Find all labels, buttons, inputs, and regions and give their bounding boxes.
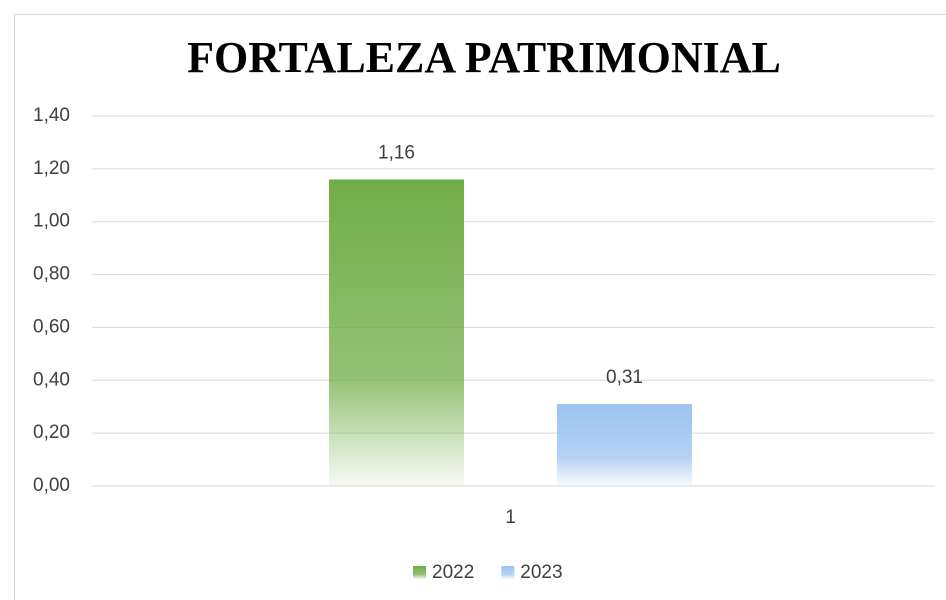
y-tick-label: 0,60 (33, 316, 70, 337)
y-tick-label: 0,20 (33, 422, 70, 443)
chart-title: FORTALEZA PATRIMONIAL (187, 33, 781, 82)
legend-swatch (413, 566, 426, 579)
y-tick-label: 1,00 (33, 211, 70, 232)
x-tick-label: 1 (505, 507, 516, 528)
y-tick-label: 1,40 (33, 105, 70, 126)
y-tick-label: 0,00 (33, 475, 70, 496)
y-tick-label: 0,80 (33, 264, 70, 285)
legend-label: 2023 (520, 562, 562, 583)
bar (557, 404, 692, 486)
legend-label: 2022 (432, 562, 474, 583)
legend-swatch (501, 566, 515, 579)
data-label: 0,31 (606, 367, 643, 388)
bar (329, 179, 464, 486)
y-tick-label: 0,40 (33, 369, 70, 390)
data-label: 1,16 (378, 142, 415, 163)
y-tick-label: 1,20 (33, 158, 70, 179)
chart-frame (14, 14, 946, 600)
